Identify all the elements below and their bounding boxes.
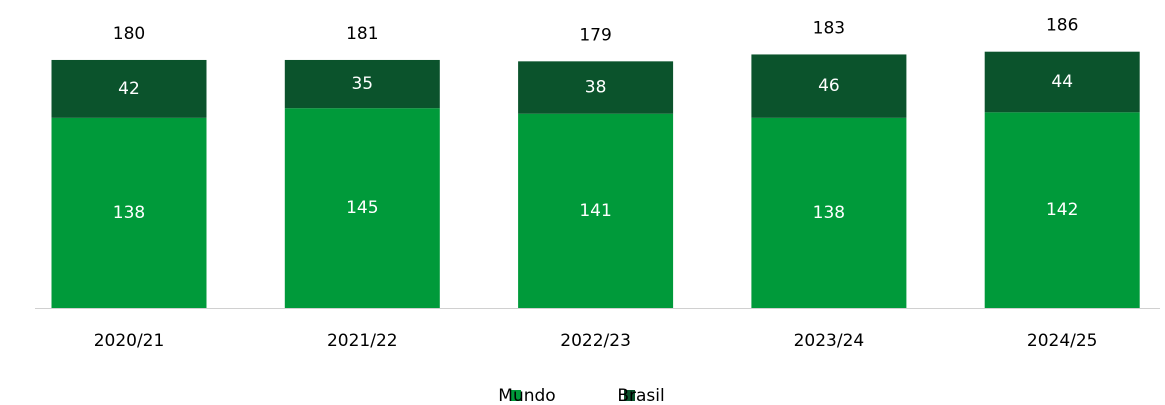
x-tick-label: 2023/24 <box>794 331 865 351</box>
legend-swatch <box>624 390 635 401</box>
bar-label: 145 <box>346 198 378 218</box>
bar-label: 46 <box>818 76 840 96</box>
bar-segment <box>518 113 674 309</box>
bar-segment <box>284 59 440 109</box>
bar-segment <box>984 51 1140 113</box>
total-label: 179 <box>579 25 611 45</box>
bar-label: 142 <box>1046 200 1078 220</box>
bar-segment <box>518 61 674 114</box>
x-tick-label: 2021/22 <box>327 331 398 351</box>
bar-label: 42 <box>118 79 140 99</box>
total-label: 183 <box>813 18 845 38</box>
legend-swatch <box>510 390 521 401</box>
bar-segment <box>51 117 207 308</box>
bar-segment <box>51 59 207 118</box>
x-tick-label: 2024/25 <box>1027 331 1098 351</box>
bar-segment <box>751 117 907 308</box>
bar-segment <box>751 54 907 118</box>
x-tick-label: 2020/21 <box>94 331 165 351</box>
bar-label: 141 <box>579 201 611 221</box>
bar-label: 44 <box>1051 72 1073 92</box>
bar-label: 38 <box>585 78 607 98</box>
bar-segment <box>984 112 1140 308</box>
x-tick-label: 2022/23 <box>560 331 631 351</box>
legend-label: Brasil <box>617 386 664 405</box>
bar-label: 138 <box>813 203 845 223</box>
bar-label: 138 <box>113 203 145 223</box>
legend-label: Mundo <box>498 386 555 405</box>
bar-segment <box>284 108 440 308</box>
total-label: 186 <box>1046 16 1078 36</box>
total-label: 181 <box>346 24 378 44</box>
total-label: 180 <box>113 24 145 44</box>
bar-label: 35 <box>351 74 373 94</box>
